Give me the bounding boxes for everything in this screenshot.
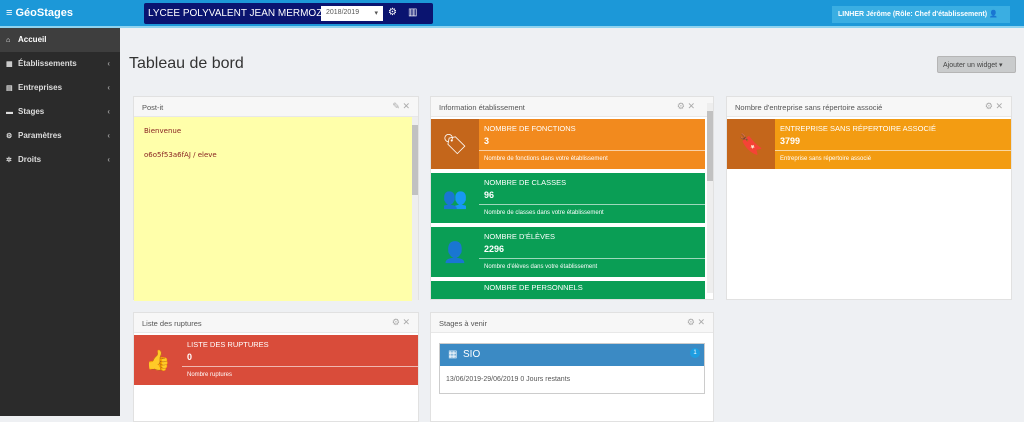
bookmark-icon: 🔖 — [727, 119, 775, 169]
gear-icon[interactable]: ⚙ — [391, 317, 400, 327]
info-box-entreprise: 🔖 ENTREPRISE SANS RÉPERTOIRE ASSOCIÉ 3799 E… — [727, 119, 1011, 169]
cogs-icon: ⚙ — [6, 133, 13, 140]
widget-header: Liste des ruptures ⚙ ✕ — [134, 313, 418, 333]
postit-content[interactable]: Bienvenue o6o5f53a6fAJ / eleve — [134, 117, 412, 301]
gear-icon[interactable]: ⚙ — [984, 101, 993, 111]
widget-stages: Stages à venir ⚙ ✕ ▦ SIO 1 13/06/2019-29/0… — [430, 312, 714, 422]
gear-icon: ✲ — [6, 157, 12, 164]
widget-header: Stages à venir ⚙ ✕ — [431, 313, 713, 333]
chevron-left-icon: ‹ — [107, 131, 110, 140]
chevron-left-icon: ‹ — [107, 107, 110, 116]
close-icon[interactable]: ✕ — [402, 317, 410, 327]
sidebar-item-stages[interactable]: ▬ Stages ‹ — [6, 107, 110, 116]
sidebar-item-etablissements[interactable]: ▦ Établissements ‹ — [6, 59, 110, 68]
cogs-icon[interactable]: ⚙ — [388, 7, 397, 18]
briefcase-icon: ▬ — [6, 109, 13, 116]
users-icon: 👥 — [442, 187, 468, 210]
widget-ruptures: Liste des ruptures ⚙ ✕ 👍 LISTE DES RUPTURE… — [133, 312, 419, 422]
menu-icon[interactable]: ≡ — [6, 7, 16, 19]
table-icon: ▦ — [448, 349, 458, 360]
widget-entreprise: Nombre d'entreprise sans répertoire asso… — [726, 96, 1012, 300]
widget-postit: Post-it ✎ ✕ Bienvenue o6o5f53a6fAJ / eleve — [133, 96, 419, 301]
office-icon: ▤ — [6, 85, 13, 92]
gear-icon[interactable]: ⚙ — [676, 101, 685, 111]
home-icon: ⌂ — [6, 37, 11, 44]
info-box-classes: 👥 NOMBRE DE CLASSES 96 Nombre de classes da… — [431, 173, 705, 223]
edit-icon[interactable]: ✎ — [392, 101, 400, 111]
sidebar-item-droits[interactable]: ✲ Droits ‹ — [6, 155, 110, 164]
widget-header: Information établissement ⚙ ✕ — [431, 97, 713, 117]
info-box-eleves: 👤 NOMBRE D'ÉLÈVES 2296 Nombre d'élèves dans… — [431, 227, 705, 277]
building-icon: ▦ — [6, 61, 13, 68]
info-box-fonctions: 🏷 NOMBRE DE FONCTIONS 3 Nombre de fonctions… — [431, 119, 705, 169]
add-widget-button[interactable]: Ajouter un widget ▾ — [937, 56, 1016, 73]
user-menu[interactable]: LINHER Jérôme (Rôle: Chef d'établissemen… — [832, 6, 1010, 23]
gear-icon[interactable]: ⚙ — [686, 317, 695, 327]
map-icon[interactable]: ▥ — [408, 7, 418, 18]
close-icon[interactable]: ✕ — [697, 317, 705, 327]
scrollbar[interactable] — [412, 117, 418, 300]
tags-icon: 🏷 — [431, 119, 479, 169]
top-bar: ≡ GéoStages LYCEE POLYVALENT JEAN MERMOZ… — [0, 0, 1024, 28]
sidebar-item-accueil[interactable]: ⌂ Accueil — [0, 28, 120, 52]
user-icon: 👤 — [442, 241, 468, 264]
thumbs-up-icon: 👍 — [145, 349, 171, 372]
info-box-personnels: NOMBRE DE PERSONNELS — [431, 281, 705, 299]
count-badge: 1 — [690, 348, 700, 358]
info-box-ruptures: 👍 LISTE DES RUPTURES 0 Nombre ruptures — [134, 335, 418, 385]
year-select[interactable]: 2018/2019 ▾ — [321, 6, 383, 21]
chevron-left-icon: ‹ — [107, 59, 110, 68]
page-title: Tableau de bord — [129, 55, 244, 72]
user-icon: 👤 — [989, 11, 998, 18]
close-icon[interactable]: ✕ — [995, 101, 1003, 111]
school-name: LYCEE POLYVALENT JEAN MERMOZ — [148, 8, 323, 19]
widget-information: Information établissement ⚙ ✕ 🏷 NOMBRE DE … — [430, 96, 714, 300]
scrollbar[interactable] — [707, 103, 713, 293]
chevron-left-icon: ‹ — [107, 83, 110, 92]
school-banner: LYCEE POLYVALENT JEAN MERMOZ 2018/2019 ▾ … — [144, 3, 433, 24]
sidebar-item-entreprises[interactable]: ▤ Entreprises ‹ — [6, 83, 110, 92]
stage-card[interactable]: ▦ SIO 1 13/06/2019-29/06/2019 0 Jours res… — [439, 343, 705, 394]
widget-header: Post-it ✎ ✕ — [134, 97, 418, 117]
chevron-left-icon: ‹ — [107, 155, 110, 164]
sidebar-item-parametres[interactable]: ⚙ Paramètres ‹ — [6, 131, 110, 140]
brand[interactable]: ≡ GéoStages — [6, 7, 73, 19]
close-icon[interactable]: ✕ — [687, 101, 695, 111]
close-icon[interactable]: ✕ — [402, 101, 410, 111]
sidebar: ⌂ Accueil ▦ Établissements ‹ ▤ Entreprises ‹ … — [0, 28, 120, 416]
widget-header: Nombre d'entreprise sans répertoire asso… — [727, 97, 1011, 117]
